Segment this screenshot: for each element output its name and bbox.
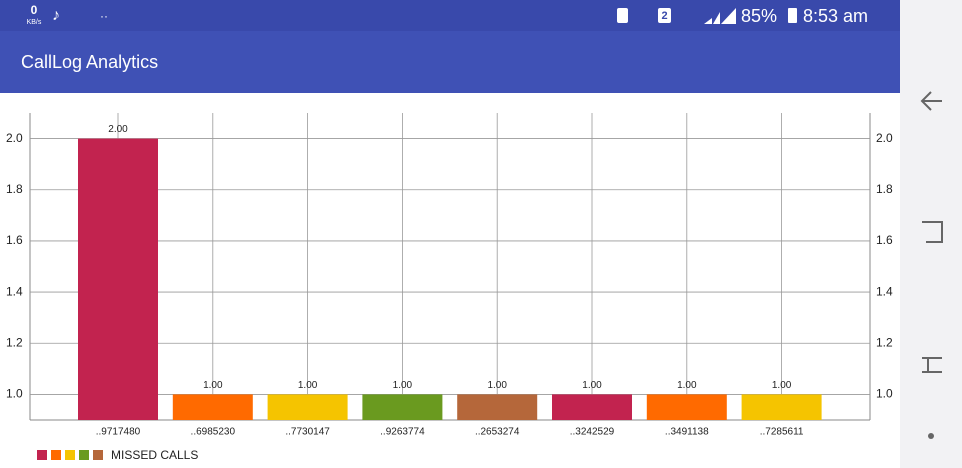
x-tick-label: ..7730147: [285, 427, 330, 438]
value-label: 1.00: [677, 380, 697, 391]
music-icon: ♪: [52, 7, 60, 24]
x-tick-label: ..9263774: [380, 427, 425, 438]
signal-icon: [704, 8, 736, 24]
battery-percent: 85%: [741, 6, 777, 26]
bar: [741, 394, 822, 420]
value-label: 1.00: [487, 380, 507, 391]
nav-bar: [900, 0, 962, 468]
home-button[interactable]: [922, 221, 943, 243]
back-button[interactable]: [920, 91, 942, 111]
y-tick-label: 1.8: [6, 182, 23, 196]
bar: [267, 394, 348, 420]
net-speed: 0: [31, 3, 38, 17]
y2-tick-label: 1.2: [876, 335, 893, 349]
app-title: CallLog Analytics: [21, 52, 158, 72]
legend-swatch: [37, 450, 47, 460]
bar: [78, 138, 158, 421]
bar: [457, 394, 538, 420]
nav-dot[interactable]: [928, 433, 934, 439]
x-tick-label: ..3491138: [665, 427, 709, 438]
y-tick-label: 1.6: [6, 233, 23, 247]
y2-tick-label: 1.6: [876, 233, 893, 247]
legend-swatch: [51, 450, 61, 460]
more-icon: ··: [100, 9, 108, 23]
value-label: 1.00: [298, 380, 318, 391]
bar: [552, 394, 632, 420]
sim2-box: [658, 8, 671, 23]
bar: [172, 394, 253, 420]
x-tick-label: ..3242529: [570, 427, 615, 438]
net-unit: KB/s: [27, 19, 42, 26]
x-tick-label: ..7285611: [760, 427, 804, 438]
y2-tick-label: 1.4: [876, 284, 893, 298]
value-label: 2.00: [108, 124, 128, 135]
status-bar: [0, 0, 900, 31]
legend-label: MISSED CALLS: [111, 448, 198, 462]
y2-tick-label: 1.0: [876, 387, 893, 401]
legend-swatch: [79, 450, 89, 460]
x-tick-label: ..2653274: [475, 427, 520, 438]
clock: 8:53 am: [803, 6, 868, 26]
sim-number: 2: [661, 10, 667, 22]
app-bar: [0, 31, 900, 93]
y-tick-label: 2.0: [6, 131, 23, 145]
legend-swatch: [65, 450, 75, 460]
y2-tick-label: 1.8: [876, 182, 893, 196]
x-tick-label: ..9717480: [96, 427, 141, 438]
y2-tick-label: 2.0: [876, 131, 893, 145]
x-tick-label: ..6985230: [191, 427, 236, 438]
value-label: 1.00: [582, 380, 602, 391]
value-label: 1.00: [203, 380, 223, 391]
bar: [362, 394, 443, 420]
sim-icon: [617, 8, 628, 23]
legend-swatch: [93, 450, 103, 460]
y-tick-label: 1.0: [6, 387, 23, 401]
battery-icon: [788, 8, 797, 23]
value-label: 1.00: [393, 380, 413, 391]
bar: [646, 394, 727, 420]
y-tick-label: 1.2: [6, 335, 23, 349]
value-label: 1.00: [772, 380, 792, 391]
recents-button[interactable]: [922, 357, 942, 373]
chart: 1.0 1.2 1.4 1.6 1.8 2.0 1.0 1.2 1.4 1.6 1.8 2.0 2.00…: [6, 113, 893, 462]
y-tick-label: 1.4: [6, 284, 23, 298]
